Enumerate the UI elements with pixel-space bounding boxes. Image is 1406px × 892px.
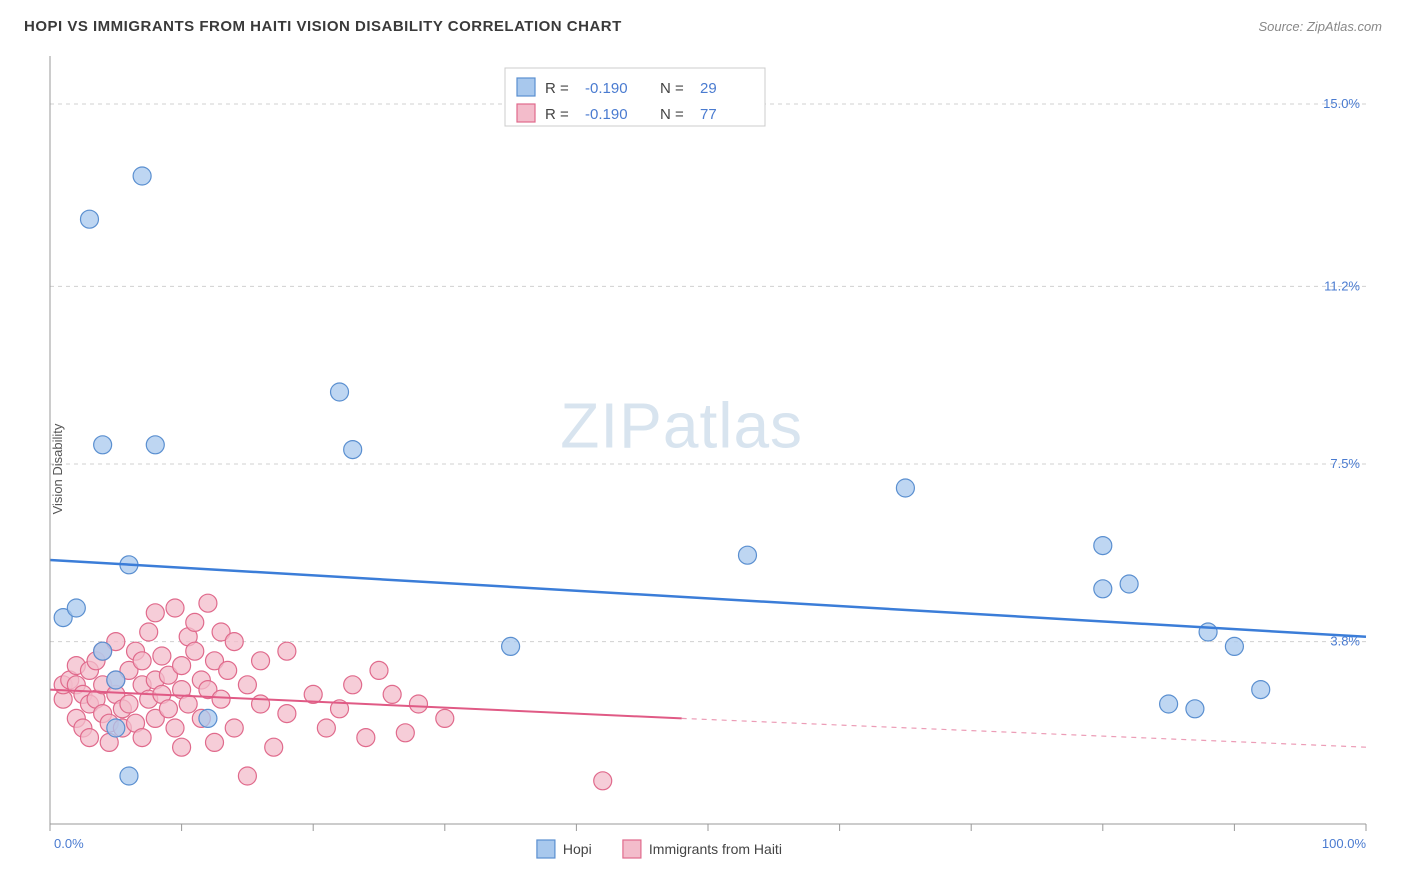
data-point (166, 719, 184, 737)
legend-swatch (517, 78, 535, 96)
data-point (1225, 637, 1243, 655)
data-point (94, 436, 112, 454)
legend-n-label: N = (660, 80, 684, 97)
data-point (120, 767, 138, 785)
data-point (186, 613, 204, 631)
y-axis-label: Vision Disability (50, 424, 65, 515)
legend-n-value: 77 (700, 106, 717, 123)
data-point (166, 599, 184, 617)
data-point (357, 729, 375, 747)
data-point (146, 604, 164, 622)
data-point (502, 637, 520, 655)
stats-legend (505, 68, 765, 126)
data-point (107, 719, 125, 737)
data-point (186, 642, 204, 660)
data-point (317, 719, 335, 737)
legend-r-label: R = (545, 80, 569, 97)
data-point (1186, 700, 1204, 718)
legend-r-value: -0.190 (585, 106, 628, 123)
data-point (344, 441, 362, 459)
chart-title: HOPI VS IMMIGRANTS FROM HAITI VISION DIS… (24, 18, 622, 35)
data-point (331, 383, 349, 401)
x-min-label: 0.0% (54, 836, 84, 851)
x-max-label: 100.0% (1322, 836, 1367, 851)
data-point (94, 642, 112, 660)
series-legend-swatch (623, 840, 641, 858)
data-point (173, 738, 191, 756)
y-tick-label: 11.2% (1324, 278, 1360, 293)
data-point (199, 594, 217, 612)
y-tick-label: 15.0% (1323, 96, 1360, 111)
data-point (173, 657, 191, 675)
data-point (252, 695, 270, 713)
legend-n-value: 29 (700, 80, 717, 97)
data-point (133, 652, 151, 670)
data-point (212, 690, 230, 708)
data-point (409, 695, 427, 713)
y-tick-label: 7.5% (1330, 456, 1360, 471)
data-point (146, 436, 164, 454)
data-point (238, 767, 256, 785)
data-point (1094, 580, 1112, 598)
legend-swatch (517, 104, 535, 122)
data-point (199, 709, 217, 727)
data-point (80, 210, 98, 228)
data-point (383, 685, 401, 703)
data-point (370, 661, 388, 679)
data-point (1199, 623, 1217, 641)
watermark: ZIPatlas (560, 390, 803, 462)
data-point (153, 647, 171, 665)
data-point (225, 719, 243, 737)
series-legend-swatch (537, 840, 555, 858)
data-point (344, 676, 362, 694)
data-point (238, 676, 256, 694)
data-point (396, 724, 414, 742)
data-point (252, 652, 270, 670)
data-point (436, 709, 454, 727)
data-point (206, 733, 224, 751)
data-point (140, 623, 158, 641)
data-point (120, 695, 138, 713)
data-point (738, 546, 756, 564)
data-point (594, 772, 612, 790)
data-point (1120, 575, 1138, 593)
correlation-scatter-chart: 3.8%7.5%11.2%15.0%ZIPatlas0.0%100.0%R =-… (0, 46, 1406, 892)
data-point (179, 695, 197, 713)
source-attribution: Source: ZipAtlas.com (1258, 19, 1382, 34)
data-point (219, 661, 237, 679)
data-point (265, 738, 283, 756)
data-point (107, 671, 125, 689)
legend-r-value: -0.190 (585, 80, 628, 97)
data-point (1252, 681, 1270, 699)
trend-line-haiti-extrapolated (682, 718, 1366, 747)
legend-r-label: R = (545, 106, 569, 123)
series-legend-label: Immigrants from Haiti (649, 841, 782, 857)
data-point (278, 642, 296, 660)
data-point (67, 599, 85, 617)
series-legend-label: Hopi (563, 841, 592, 857)
data-point (133, 729, 151, 747)
data-point (225, 633, 243, 651)
trend-line-hopi (50, 560, 1366, 637)
legend-n-label: N = (660, 106, 684, 123)
data-point (80, 729, 98, 747)
data-point (133, 167, 151, 185)
data-point (1160, 695, 1178, 713)
data-point (159, 700, 177, 718)
data-point (278, 705, 296, 723)
data-point (1094, 537, 1112, 555)
data-point (896, 479, 914, 497)
